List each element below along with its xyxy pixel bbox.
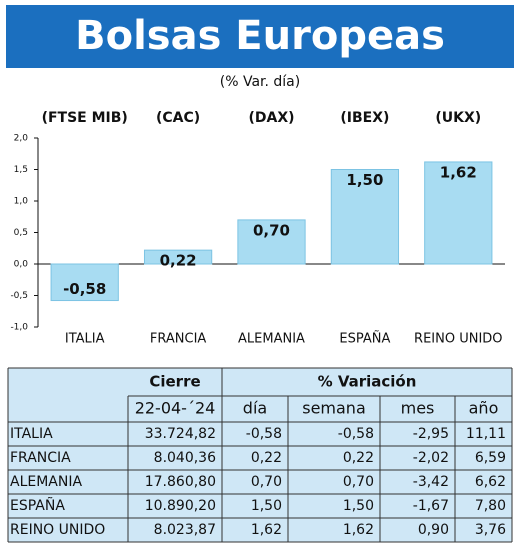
table-cell: 1,50 (343, 498, 374, 514)
bar (50, 263, 119, 302)
bar (143, 249, 213, 265)
table-cell: -1,67 (413, 498, 449, 514)
value-label: 0,22 (160, 252, 197, 270)
x-tick-label: ALEMANIA (238, 332, 305, 347)
value-label: 1,50 (346, 171, 383, 189)
table-cell: 1,50 (251, 498, 282, 514)
x-tick-label: FRANCIA (150, 332, 207, 347)
y-tick-label: 1,5 (14, 165, 28, 175)
table-row-label: ITALIA (10, 426, 53, 442)
value-label: -0,58 (63, 280, 106, 298)
index-label: (IBEX) (340, 110, 389, 126)
table-subheader: 22-04-´24 (135, 399, 216, 418)
y-tick-label: 0,5 (14, 228, 28, 238)
table-cell: 1,62 (251, 522, 282, 538)
y-tick-label: -1,0 (10, 323, 28, 333)
table-row-label: FRANCIA (10, 450, 71, 466)
table-cell: 33.724,82 (145, 426, 216, 442)
x-tick-label: ITALIA (65, 332, 105, 347)
x-tick-label: REINO UNIDO (414, 332, 503, 347)
table-cell: 0,22 (343, 450, 374, 466)
chart-subtitle: (% Var. día) (220, 74, 300, 90)
table-cell: 11,11 (466, 426, 506, 442)
table-cell: 10.890,20 (145, 498, 216, 514)
index-label: (UKX) (435, 110, 481, 126)
table-subheader: mes (401, 399, 435, 418)
table-cell: 0,22 (251, 450, 282, 466)
table-subheader: semana (302, 399, 366, 418)
bar (237, 219, 306, 265)
table-header: Cierre (149, 373, 200, 391)
bar (424, 161, 493, 265)
table-background (8, 368, 512, 542)
index-label: (CAC) (156, 110, 200, 126)
y-tick-label: 0,0 (14, 260, 29, 270)
value-label: 0,70 (253, 221, 290, 239)
table-cell: -3,42 (413, 474, 449, 490)
table-cell: 8.040,36 (154, 450, 216, 466)
table-subheader: año (469, 399, 499, 418)
y-tick-label: 1,0 (14, 197, 29, 207)
table-cell: 0,90 (418, 522, 449, 538)
table-cell: -2,02 (413, 450, 449, 466)
table-row-label: REINO UNIDO (10, 522, 105, 538)
table-cell: -0,58 (246, 426, 282, 442)
chart-title: Bolsas Europeas (75, 13, 445, 59)
index-label: (FTSE MIB) (42, 110, 128, 126)
table-cell: 3,76 (475, 522, 506, 538)
table-cell: 0,70 (251, 474, 282, 490)
x-tick-label: ESPAÑA (339, 331, 390, 347)
title-banner (6, 5, 514, 68)
table-row-label: ALEMANIA (10, 474, 82, 490)
bar (330, 169, 400, 265)
index-label: (DAX) (248, 110, 294, 126)
value-label: 1,62 (440, 163, 477, 181)
table-cell: 0,70 (343, 474, 374, 490)
table-cell: 6,59 (475, 450, 506, 466)
y-tick-label: 2,0 (14, 134, 29, 144)
table-cell: 17.860,80 (145, 474, 216, 490)
table-cell: 1,62 (343, 522, 374, 538)
table-cell: -2,95 (413, 426, 449, 442)
table-row-label: ESPAÑA (10, 497, 65, 514)
table-cell: 8.023,87 (154, 522, 216, 538)
table-cell: -0,58 (338, 426, 374, 442)
table-cell: 6,62 (475, 474, 506, 490)
table-cell: 7,80 (475, 498, 506, 514)
y-tick-label: -0,5 (10, 291, 28, 301)
table-header: % Variación (318, 373, 417, 391)
table-subheader: día (243, 399, 267, 418)
